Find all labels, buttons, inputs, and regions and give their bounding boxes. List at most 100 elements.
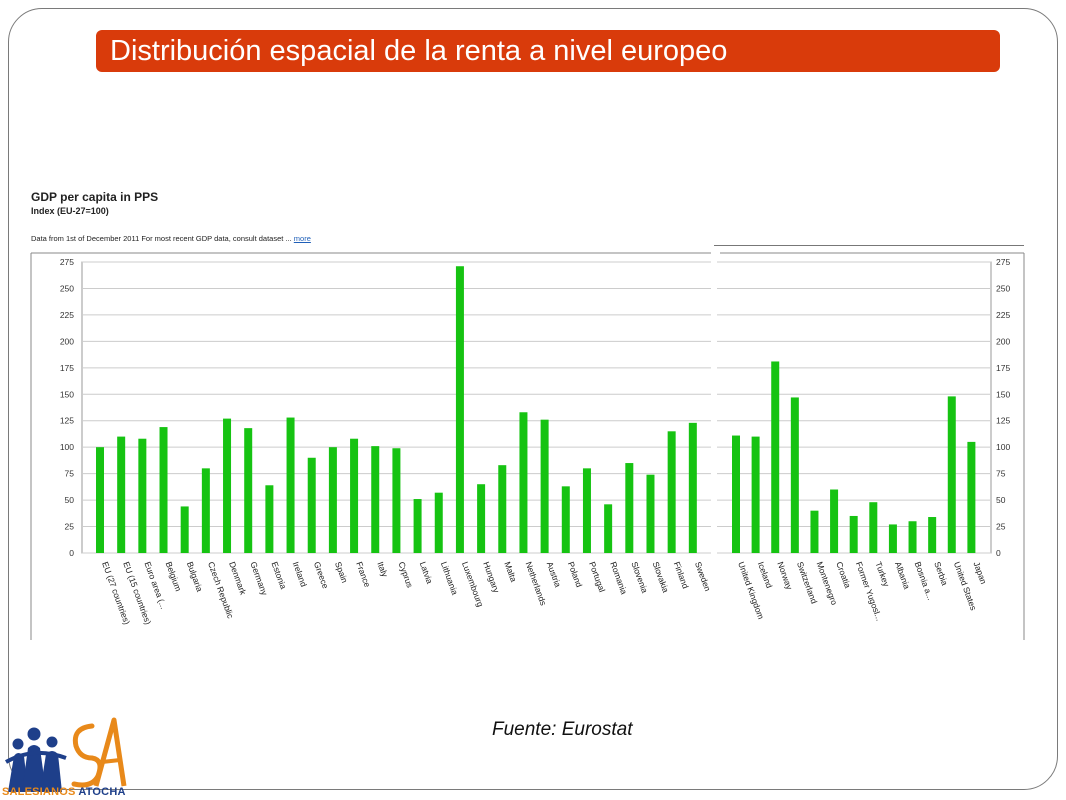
chart-note-text: Data from 1st of December 2011 For most … xyxy=(31,234,292,243)
bar xyxy=(286,417,295,553)
pane-divider xyxy=(711,249,717,644)
x-tick-label: Belgium xyxy=(164,560,184,592)
y-tick-label: 0 xyxy=(69,548,74,558)
chart-subtitle: Index (EU-27=100) xyxy=(31,206,109,216)
x-tick-label: Slovakia xyxy=(651,560,671,594)
source-caption: Fuente: Eurostat xyxy=(492,719,633,740)
x-tick-label: France xyxy=(354,560,373,589)
y-tick-label: 225 xyxy=(60,310,74,320)
slide-frame xyxy=(8,8,1058,790)
x-tick-label: Austria xyxy=(545,560,564,589)
y-tick-label: 25 xyxy=(65,522,75,532)
x-tick-label: Iceland xyxy=(756,560,775,589)
bar xyxy=(307,457,316,553)
more-link[interactable]: more xyxy=(293,234,311,243)
slide-title: Distribución espacial de la renta a nive… xyxy=(96,30,1000,72)
x-tick-label: Netherlands xyxy=(524,560,549,606)
chart-note: Data from 1st of December 2011 For most … xyxy=(31,234,311,243)
y-tick-label-right: 150 xyxy=(996,389,1010,399)
bar xyxy=(540,419,549,553)
bar xyxy=(244,428,253,553)
bar xyxy=(646,474,655,553)
y-tick-label-right: 50 xyxy=(996,495,1006,505)
bar xyxy=(771,361,780,553)
x-tick-label: Hungary xyxy=(481,560,502,594)
x-tick-label: Estonia xyxy=(269,560,288,590)
x-tick-label: Lithuania xyxy=(439,560,460,596)
x-tick-label: Luxembourg xyxy=(460,560,486,608)
bar xyxy=(455,266,464,553)
x-tick-label: Sweden xyxy=(693,560,713,593)
y-tick-label: 275 xyxy=(60,257,74,267)
y-tick-label: 125 xyxy=(60,416,74,426)
bar xyxy=(810,510,819,553)
x-tick-label: Ireland xyxy=(291,560,309,588)
bar xyxy=(138,438,147,553)
x-tick-label: Latvia xyxy=(418,560,435,585)
x-tick-label: Slovenia xyxy=(629,560,650,594)
bar xyxy=(180,506,189,553)
x-tick-label: Bulgaria xyxy=(185,560,205,593)
y-tick-label-right: 275 xyxy=(996,257,1010,267)
x-tick-label: Malta xyxy=(502,560,519,583)
y-tick-label-right: 100 xyxy=(996,442,1010,452)
y-tick-label-right: 0 xyxy=(996,548,1001,558)
x-tick-label: Albania xyxy=(893,560,912,590)
bar xyxy=(751,436,760,553)
bar xyxy=(869,502,878,553)
bar xyxy=(223,418,232,553)
x-tick-label: Romania xyxy=(608,560,629,596)
x-tick-label: Poland xyxy=(566,560,585,589)
y-tick-label: 150 xyxy=(60,389,74,399)
bar xyxy=(582,468,591,553)
bar xyxy=(790,397,799,553)
x-tick-label: Turkey xyxy=(873,560,891,588)
x-tick-label: Denmark xyxy=(227,560,248,597)
bar xyxy=(117,436,126,553)
y-tick-label-right: 250 xyxy=(996,283,1010,293)
bar xyxy=(667,431,676,553)
salesianos-logo-icon xyxy=(5,717,127,792)
y-tick-label: 75 xyxy=(65,469,75,479)
y-tick-label-right: 75 xyxy=(996,469,1006,479)
bar xyxy=(498,465,507,553)
x-tick-label: Italy xyxy=(375,560,390,579)
bar xyxy=(928,517,937,553)
divider xyxy=(714,245,1024,246)
y-tick-label: 50 xyxy=(65,495,75,505)
x-tick-label: Spain xyxy=(333,560,350,584)
x-tick-label: Bosnia a... xyxy=(913,560,936,601)
logo-word-salesianos: SALESIANOS xyxy=(2,786,76,798)
x-tick-label: Japan xyxy=(972,560,989,585)
bar xyxy=(201,468,210,553)
bar xyxy=(392,448,401,553)
y-tick-label-right: 175 xyxy=(996,363,1010,373)
bar xyxy=(688,422,697,553)
x-tick-label: Croatia xyxy=(834,560,853,589)
y-tick-label-right: 25 xyxy=(996,522,1006,532)
bar xyxy=(265,485,274,553)
x-tick-label: Portugal xyxy=(587,560,607,593)
bar xyxy=(625,463,634,553)
bar xyxy=(434,492,443,553)
bar xyxy=(849,515,858,553)
x-tick-label: Germany xyxy=(248,560,270,597)
bar xyxy=(96,447,104,553)
bar xyxy=(830,489,839,553)
x-tick-label: Finland xyxy=(672,560,691,590)
y-tick-label: 100 xyxy=(60,442,74,452)
bar xyxy=(967,441,976,553)
y-tick-label: 200 xyxy=(60,336,74,346)
logo-word-atocha: ATOCHA xyxy=(78,786,126,798)
bar xyxy=(732,435,740,553)
y-tick-label-right: 200 xyxy=(996,336,1010,346)
bar xyxy=(371,446,380,553)
bar xyxy=(519,412,528,553)
bar xyxy=(159,427,168,553)
x-tick-label: Serbia xyxy=(932,560,950,587)
plot-area xyxy=(81,261,992,554)
x-tick-label: Greece xyxy=(312,560,331,590)
y-tick-label: 175 xyxy=(60,363,74,373)
bar xyxy=(908,521,917,553)
